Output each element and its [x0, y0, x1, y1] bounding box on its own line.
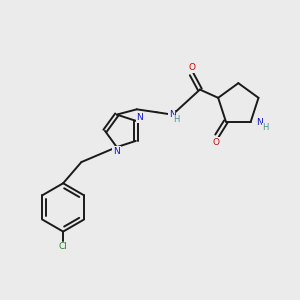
Text: N: N — [136, 113, 143, 122]
Text: O: O — [188, 63, 195, 72]
Text: N: N — [113, 147, 120, 156]
Text: N: N — [169, 110, 176, 119]
Text: Cl: Cl — [59, 242, 68, 251]
Text: O: O — [213, 138, 220, 147]
Text: H: H — [173, 116, 179, 124]
Text: H: H — [262, 124, 269, 133]
Text: N: N — [256, 118, 262, 127]
